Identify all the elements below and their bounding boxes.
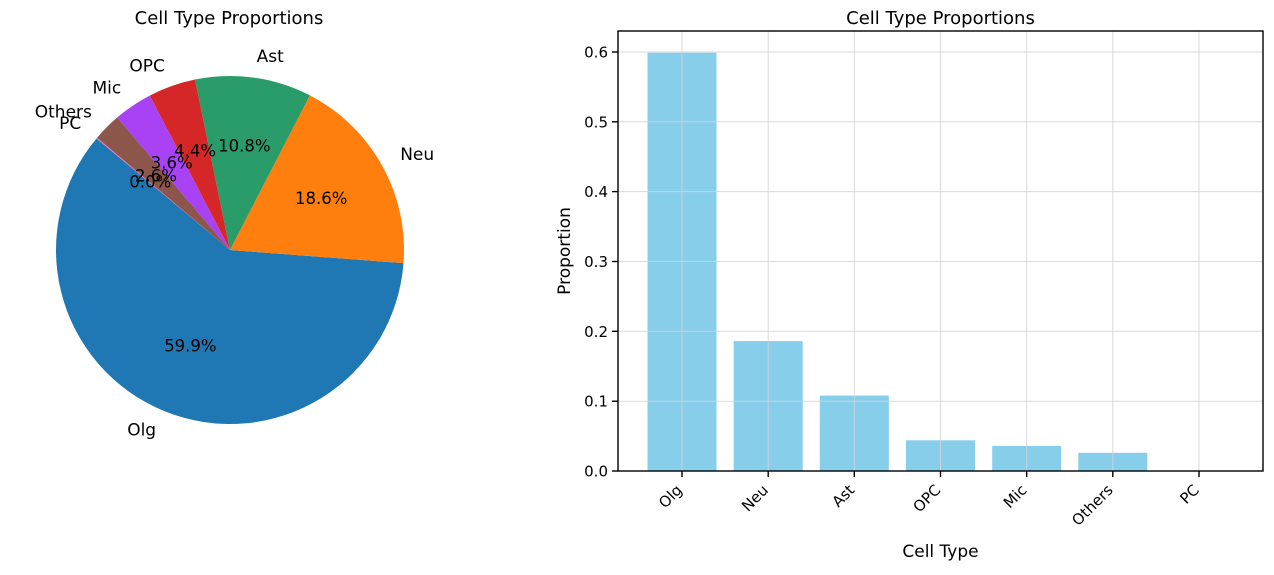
pie-title: Cell Type Proportions	[135, 8, 324, 29]
bar-chart: Cell Type Proportions 0.0 0.1 0.2 0.3 0.4 0.5…	[555, 8, 1264, 562]
pie-pct-Ast: 10.8%	[218, 137, 270, 156]
x-tick-label-Ast: Ast	[828, 481, 858, 511]
pie-pct-Others: 2.6%	[135, 166, 177, 185]
x-tick-label-Olg: Olg	[655, 481, 686, 512]
bar-xaxis-label: Cell Type	[902, 542, 978, 562]
y-tick-label-0.3: 0.3	[584, 253, 608, 271]
x-tick-label-OPC: OPC	[909, 481, 944, 516]
bar-title: Cell Type Proportions	[846, 8, 1035, 29]
x-tick-label-Neu: Neu	[738, 481, 772, 515]
bar-yaxis-label: Proportion	[555, 207, 575, 295]
x-tick-label-Mic: Mic	[1000, 481, 1031, 512]
pie-slice-Others	[97, 117, 230, 250]
y-tick-label-0.6: 0.6	[584, 44, 608, 62]
pie-pct-PC: 0.0%	[129, 173, 171, 192]
bar-plot-area: 0.0 0.1 0.2 0.3 0.4 0.5 0.6 Olg Neu Ast OPC Mic Othe…	[584, 30, 1264, 530]
x-tick-label-PC: PC	[1176, 481, 1203, 508]
pie-label-OPC: OPC	[129, 56, 165, 76]
pie-label-Mic: Mic	[92, 78, 121, 98]
pie-slice-Mic	[117, 95, 230, 250]
pie-label-Olg: Olg	[127, 420, 156, 440]
pie-slice-Olg	[55, 137, 404, 425]
pie-pct-Neu: 18.6%	[295, 189, 347, 208]
pie-slice-Neu	[230, 95, 405, 264]
pie-wedges	[55, 76, 405, 425]
y-tick-label-0.1: 0.1	[584, 393, 608, 411]
pie-labels: Olg 59.9% Neu 18.6% Ast 10.8% OPC 4.4% Mic 3.6% Ot…	[35, 47, 434, 440]
pie-chart: Cell Type Proportions Olg 59.9% Neu 18.6% As…	[35, 8, 434, 440]
x-tick-label-Others: Others	[1068, 481, 1117, 530]
y-tick-label-0.0: 0.0	[584, 463, 608, 481]
pie-pct-Mic: 3.6%	[151, 153, 193, 172]
pie-label-Ast: Ast	[257, 47, 284, 67]
pie-pct-OPC: 4.4%	[174, 142, 216, 161]
y-tick-label-0.4: 0.4	[584, 183, 608, 201]
pie-slice-PC	[96, 137, 230, 250]
y-tick-label-0.2: 0.2	[584, 323, 608, 341]
pie-label-Neu: Neu	[400, 145, 434, 165]
pie-label-PC: PC	[59, 114, 81, 134]
pie-slice-OPC	[149, 79, 230, 250]
pie-pct-Olg: 59.9%	[164, 337, 216, 356]
y-tick-label-0.5: 0.5	[584, 113, 608, 131]
pie-label-Others: Others	[35, 103, 92, 123]
pie-slice-Ast	[195, 76, 310, 251]
